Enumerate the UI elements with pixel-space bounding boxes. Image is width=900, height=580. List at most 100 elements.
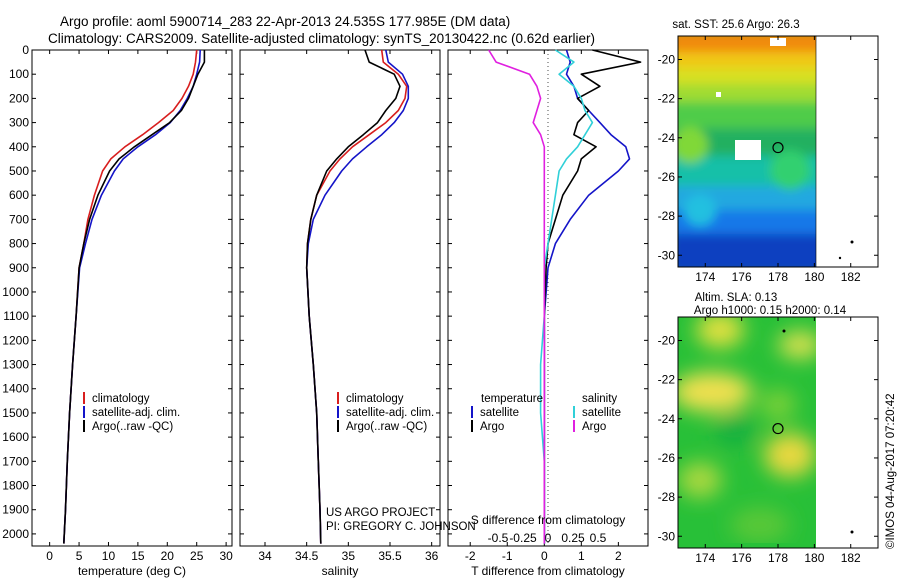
- legend-argo-t: Argo: [480, 421, 504, 433]
- y-tick-label: 800: [9, 237, 29, 251]
- y-tick-label: 2000: [2, 527, 29, 541]
- title-line1: Argo profile: aoml 5900714_283 22-Apr-20…: [60, 14, 510, 29]
- map-x-tick-label: 176: [732, 270, 752, 284]
- sst-map-ticks: 174 176 178 180 182 -20 -22 -24 -26 -28 -30: [658, 36, 878, 284]
- x-tick-label: -1: [502, 549, 513, 563]
- x2-tick-label: 0.25: [561, 531, 585, 545]
- map-x-tick-label: 182: [841, 551, 861, 565]
- legend-satellite-s: satellite: [582, 407, 621, 419]
- x2-tick-label: 0: [545, 531, 552, 545]
- map-y-tick-label: -28: [658, 490, 676, 504]
- map-y-tick-label: -24: [658, 131, 676, 145]
- sla-map-title1: Altim. SLA: 0.13: [695, 292, 777, 304]
- map-x-tick-label: 174: [695, 270, 715, 284]
- legend-climatology: climatology: [92, 393, 150, 405]
- map-y-tick-label: -28: [658, 209, 676, 223]
- timestamp: ©IMOS 04-Aug-2017 07:20:42: [885, 393, 897, 549]
- x-tick-label: 20: [161, 549, 175, 563]
- x-tick-label: 1: [578, 549, 585, 563]
- legend-argo-s: Argo: [582, 421, 606, 433]
- map-x-tick-label: 180: [804, 270, 824, 284]
- salinity-panel: 34 34.5 35 35.5 36 salinity climatology sate…: [239, 49, 476, 578]
- y-tick-label: 200: [9, 91, 29, 105]
- difference-xlabel-t: T difference from climatology: [471, 564, 625, 578]
- x-tick-label: 35: [342, 549, 356, 563]
- y-tick-label: 900: [9, 261, 29, 275]
- map-x-tick-label: 180: [804, 551, 824, 565]
- title-line2: Climatology: CARS2009. Satellite-adjuste…: [48, 31, 595, 46]
- temperature-legend: climatology satellite-adj. clim. Argo(..…: [83, 392, 180, 433]
- map-x-tick-label: 174: [695, 551, 715, 565]
- series-line-satellite-adj-clim-: [63, 49, 201, 544]
- map-y-tick-label: -20: [658, 333, 676, 347]
- y-tick-label: 1600: [2, 430, 29, 444]
- difference-lines: [488, 49, 642, 544]
- x-tick-label: 25: [190, 549, 204, 563]
- map-x-tick-label: 178: [768, 270, 788, 284]
- y-tick-label: 1000: [2, 285, 29, 299]
- difference-xlabel-s: S difference from climatology: [471, 513, 626, 527]
- sla-map-title2: Argo h1000: 0.15 h2000: 0.14: [694, 305, 847, 317]
- y-tick-label: 600: [9, 188, 29, 202]
- legend-satellite: satellite-adj. clim.: [346, 407, 434, 419]
- difference-panel: -2 -1 0 1 2 -0.5 -0.25 0 0.25 0.5 T difference fr…: [447, 49, 649, 578]
- map-x-tick-label: 182: [841, 270, 861, 284]
- map-y-tick-label: -22: [658, 373, 676, 387]
- project-line2: PI: GREGORY C. JOHNSON: [326, 521, 476, 533]
- legend-salinity-title: salinity: [582, 393, 617, 405]
- sla-map: Altim. SLA: 0.13 Argo h1000: 0.15 h2000:…: [658, 292, 879, 565]
- x-tick-label: 5: [76, 549, 83, 563]
- difference-legend: temperature satellite Argo salinity sate…: [471, 393, 621, 433]
- series-line-satellite: [543, 49, 631, 544]
- x-tick-label: 36: [425, 549, 439, 563]
- legend-satellite-t: satellite: [480, 407, 519, 419]
- y-tick-label: 1100: [3, 309, 29, 323]
- x-tick-label: 15: [131, 549, 145, 563]
- salinity-lines: [305, 49, 410, 544]
- y-tick-label: 1400: [2, 382, 29, 396]
- salinity-xlabel: salinity: [322, 564, 359, 578]
- temperature-xlabel: temperature (deg C): [78, 564, 186, 578]
- map-y-tick-label: -20: [658, 52, 676, 66]
- map-y-tick-label: -22: [658, 92, 676, 106]
- legend-argo: Argo(..raw -QC): [346, 421, 427, 433]
- y-tick-label: 1300: [2, 358, 29, 372]
- argo-location-marker: [772, 141, 784, 154]
- salinity-ticks: 34 34.5 35 35.5 36: [240, 49, 440, 563]
- x-tick-label: 2: [615, 549, 622, 563]
- sst-map: sat. SST: 25.6 Argo: 26.3: [658, 19, 879, 284]
- map-y-tick-label: -30: [658, 248, 676, 262]
- map-y-tick-label: -30: [658, 529, 676, 543]
- map-y-tick-label: -24: [658, 412, 676, 426]
- map-y-tick-label: -26: [658, 451, 676, 465]
- series-line-argo: [488, 49, 546, 544]
- argo-location-marker: [772, 422, 784, 435]
- y-tick-label: 1700: [2, 454, 29, 468]
- sst-map-title: sat. SST: 25.6 Argo: 26.3: [672, 19, 799, 31]
- y-tick-label: 400: [9, 140, 29, 154]
- y-tick-label: 500: [9, 164, 29, 178]
- y-tick-label: 1800: [2, 479, 29, 493]
- temperature-panel: 0 5 10 15 20 25 300100200300400500600700800900…: [2, 43, 233, 578]
- x2-tick-label: -0.5: [488, 531, 509, 545]
- island: [838, 256, 842, 260]
- salinity-axes-box: [239, 49, 441, 547]
- island: [782, 329, 786, 333]
- y-tick-label: 1500: [2, 406, 29, 420]
- x-tick-label: 35.5: [378, 549, 402, 563]
- legend-temperature-title: temperature: [481, 393, 543, 405]
- x-tick-label: -2: [465, 549, 476, 563]
- series-line-argo-raw-qc-: [305, 49, 401, 544]
- island: [850, 530, 854, 534]
- x2-tick-label: 0.5: [590, 531, 607, 545]
- x-tick-label: 34.5: [295, 549, 319, 563]
- y-tick-label: 300: [9, 116, 29, 130]
- project-line1: US ARGO PROJECT: [326, 507, 435, 519]
- y-tick-label: 700: [9, 212, 29, 226]
- island: [850, 240, 854, 244]
- map-x-tick-label: 178: [768, 551, 788, 565]
- x-tick-label: 0: [541, 549, 548, 563]
- x2-tick-label: -0.25: [509, 531, 537, 545]
- sla-map-ticks: 174 176 178 180 182 -20 -22 -24 -26 -28 -30: [658, 317, 878, 565]
